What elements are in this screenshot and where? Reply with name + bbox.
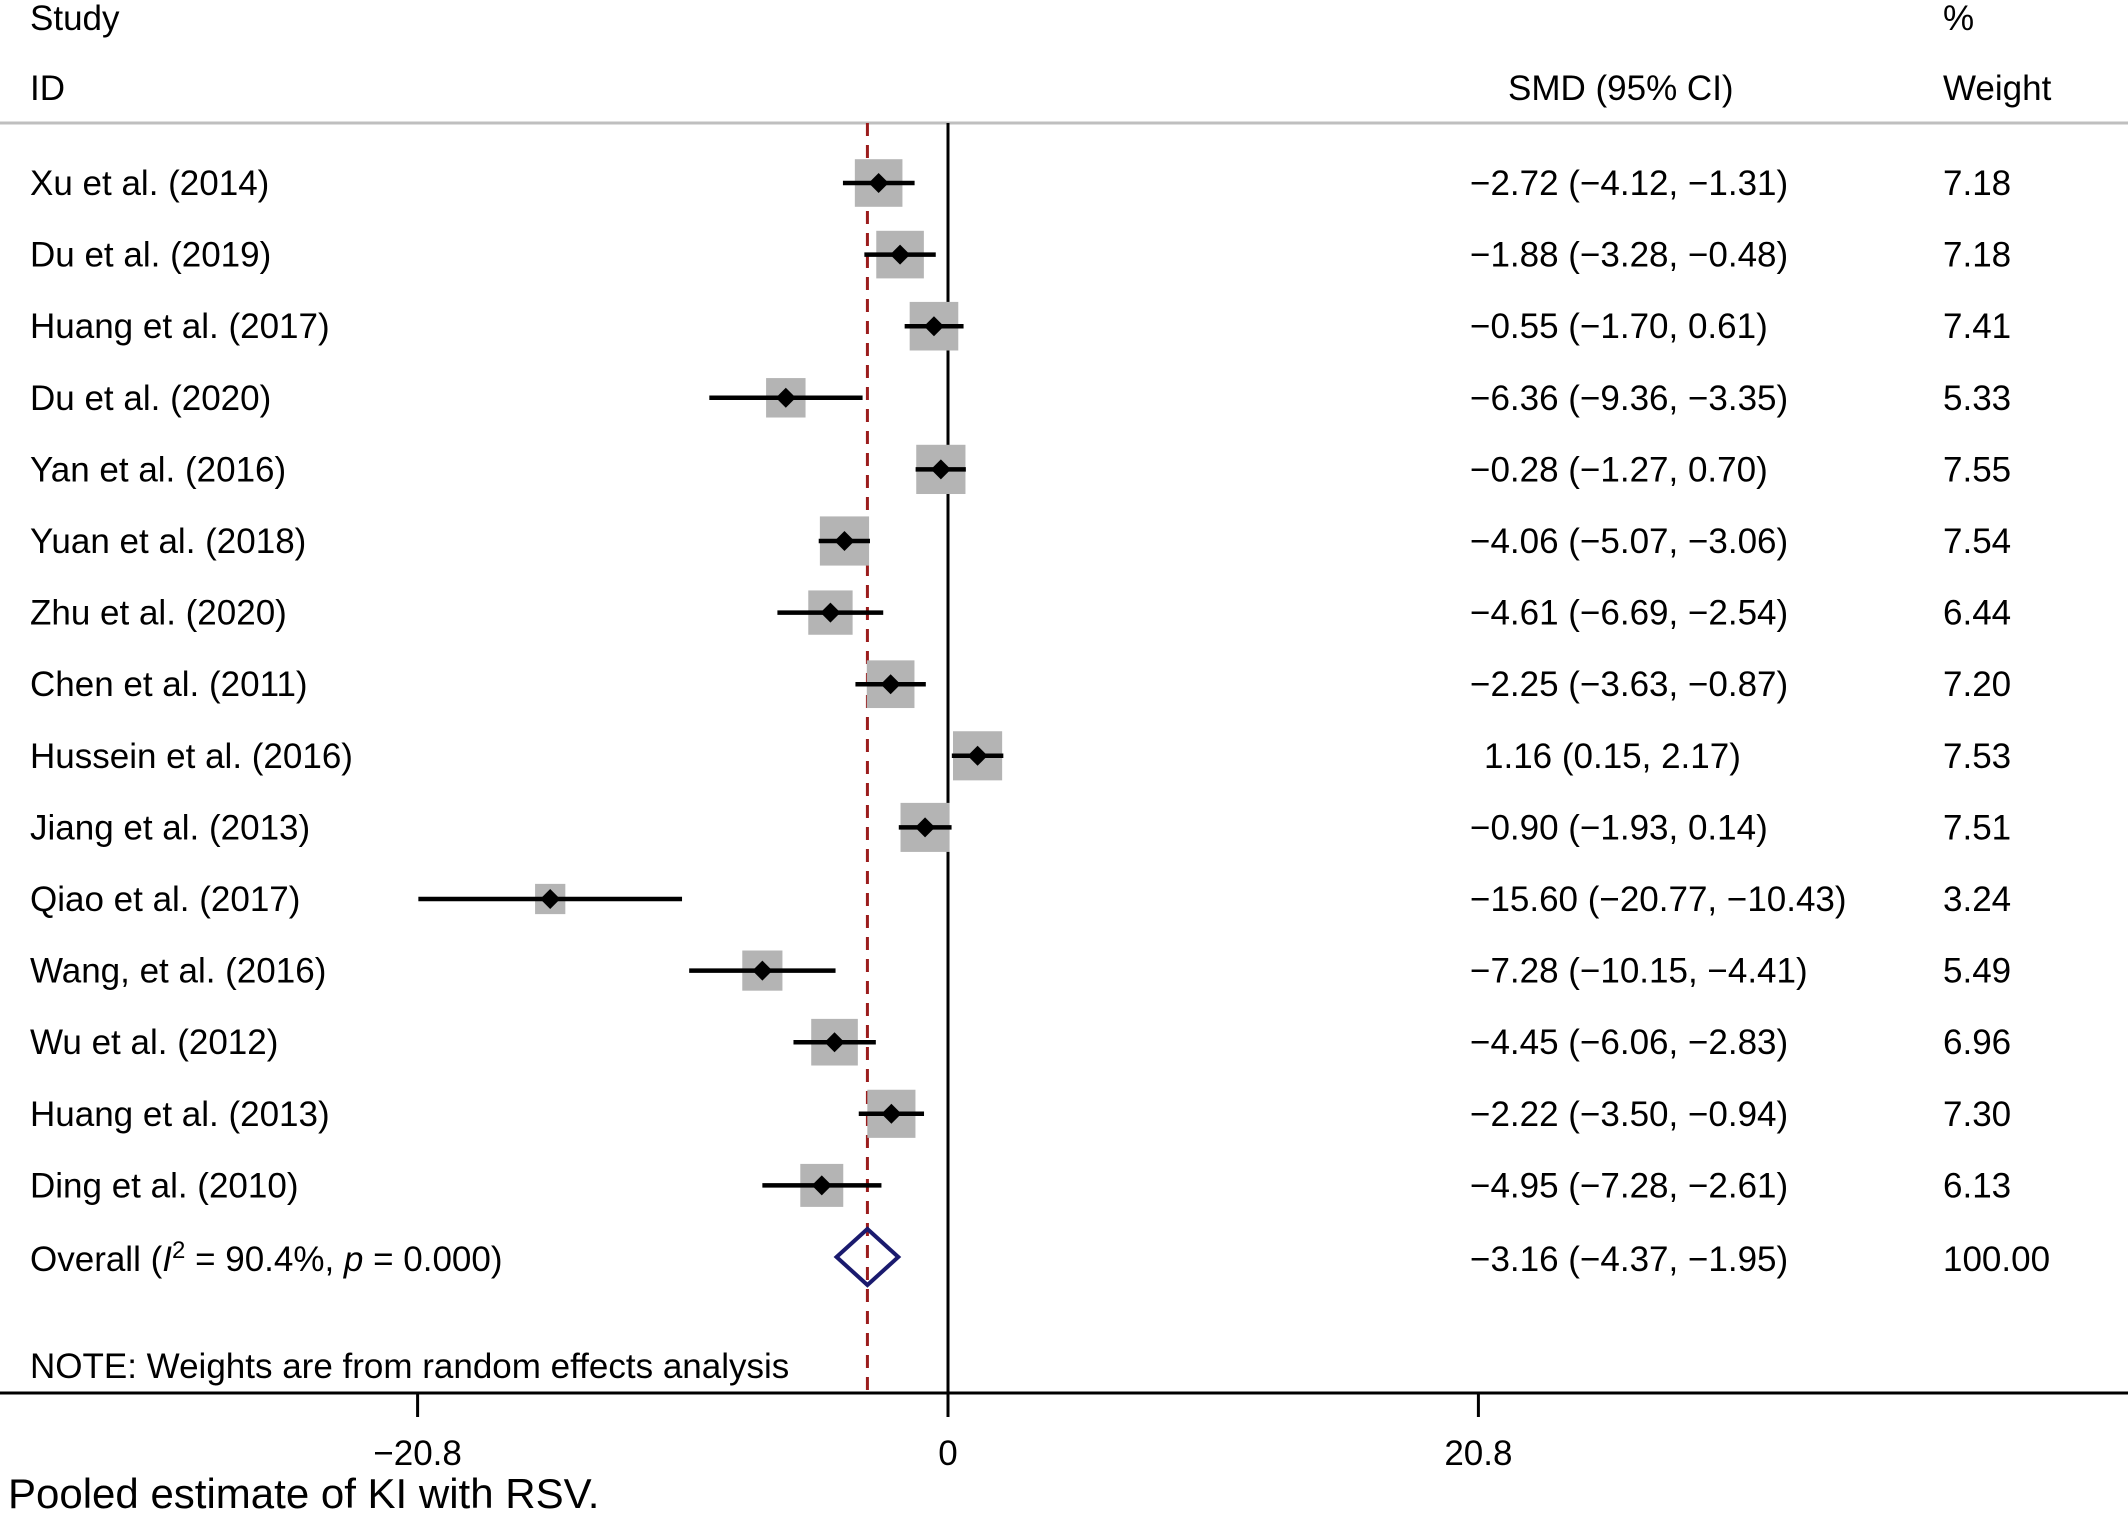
point-estimate xyxy=(824,1032,845,1053)
ci-text: −7.28 (−10.15, −4.41) xyxy=(1470,952,1808,991)
point-estimate xyxy=(868,173,889,193)
study-label: Yan et al. (2016) xyxy=(30,450,286,489)
study-label: Du et al. (2020) xyxy=(30,379,271,418)
study-rows: Xu et al. (2014) −2.72 (−4.12, −1.31) 7.18… xyxy=(30,159,2011,1207)
weight-text: 5.33 xyxy=(1943,379,2011,418)
weight-text: 7.20 xyxy=(1943,665,2011,704)
weight-text: 7.18 xyxy=(1943,236,2011,275)
study-label: Ding et al. (2010) xyxy=(30,1166,298,1205)
header-percent: % xyxy=(1943,0,1974,38)
overall-diamond xyxy=(833,1226,902,1288)
weight-text: 7.51 xyxy=(1943,808,2011,847)
study-row: Xu et al. (2014) −2.72 (−4.12, −1.31) 7.18 xyxy=(30,159,2011,207)
weight-text: 7.30 xyxy=(1943,1095,2011,1134)
weight-text: 7.18 xyxy=(1943,164,2011,203)
study-row: Hussein et al. (2016) 1.16 (0.15, 2.17) 7.… xyxy=(30,731,2011,781)
weight-text: 7.54 xyxy=(1943,522,2011,561)
weight-text: 7.55 xyxy=(1943,450,2011,489)
study-label: Xu et al. (2014) xyxy=(30,164,269,203)
weight-text: 7.53 xyxy=(1943,737,2011,776)
study-row: Zhu et al. (2020) −4.61 (−6.69, −2.54) 6.4… xyxy=(30,590,2011,635)
study-row: Du et al. (2020) −6.36 (−9.36, −3.35) 5.33 xyxy=(30,378,2011,418)
overall-label: Overall (I2 = 90.4%, p = 0.000) xyxy=(30,1237,503,1280)
ci-text: −0.90 (−1.93, 0.14) xyxy=(1470,808,1768,847)
point-estimate xyxy=(811,1175,832,1196)
study-label: Huang et al. (2013) xyxy=(30,1095,330,1134)
study-row: Chen et al. (2011) −2.25 (−3.63, −0.87) 7.… xyxy=(30,660,2011,709)
overall-weight: 100.00 xyxy=(1943,1240,2050,1279)
study-row: Jiang et al. (2013) −0.90 (−1.93, 0.14) 7.… xyxy=(30,802,2011,852)
study-row: Huang et al. (2017) −0.55 (−1.70, 0.61) 7.… xyxy=(30,301,2011,351)
point-estimate xyxy=(967,745,988,766)
ci-text: −15.60 (−20.77, −10.43) xyxy=(1470,880,1847,919)
study-label: Du et al. (2019) xyxy=(30,236,271,275)
point-estimate xyxy=(915,817,936,838)
study-row: Ding et al. (2010) −4.95 (−7.28, −2.61) 6.… xyxy=(30,1163,2011,1207)
weight-text: 5.49 xyxy=(1943,952,2011,991)
point-estimate xyxy=(923,316,944,337)
header-smd-ci: SMD (95% CI) xyxy=(1508,69,1734,108)
study-label: Wang, et al. (2016) xyxy=(30,952,326,991)
ci-text: −1.88 (−3.28, −0.48) xyxy=(1470,236,1788,275)
ci-text: −4.45 (−6.06, −2.83) xyxy=(1470,1023,1788,1062)
header-study: Study xyxy=(30,0,120,38)
x-tick-label: 0 xyxy=(938,1434,957,1473)
x-axis-ticks: −20.8 0 20.8 xyxy=(373,1393,1512,1473)
study-row: Wang, et al. (2016) −7.28 (−10.15, −4.41)… xyxy=(30,950,2011,991)
study-row: Wu et al. (2012) −4.45 (−6.06, −2.83) 6.96 xyxy=(30,1018,2011,1066)
point-estimate xyxy=(880,674,901,695)
overall-row: Overall (I2 = 90.4%, p = 0.000) −3.16 (−… xyxy=(30,1226,2050,1288)
point-estimate xyxy=(775,387,796,408)
point-estimate xyxy=(752,960,773,981)
point-estimate xyxy=(834,531,855,551)
study-label: Zhu et al. (2020) xyxy=(30,594,287,633)
point-estimate xyxy=(540,889,561,909)
study-label: Jiang et al. (2013) xyxy=(30,808,310,847)
ci-text: −4.06 (−5.07, −3.06) xyxy=(1470,522,1788,561)
study-label: Hussein et al. (2016) xyxy=(30,737,353,776)
ci-text: −2.22 (−3.50, −0.94) xyxy=(1470,1095,1788,1134)
weight-text: 7.41 xyxy=(1943,307,2011,346)
study-row: Yan et al. (2016) −0.28 (−1.27, 0.70) 7.55 xyxy=(30,444,2011,495)
study-row: Huang et al. (2013) −2.22 (−3.50, −0.94) 7… xyxy=(30,1089,2011,1138)
ci-text: −6.36 (−9.36, −3.35) xyxy=(1470,379,1788,418)
ci-text: 1.16 (0.15, 2.17) xyxy=(1484,737,1741,776)
study-row: Qiao et al. (2017) −15.60 (−20.77, −10.43… xyxy=(30,880,2011,919)
figure-caption: Pooled estimate of KI with RSV. xyxy=(8,1470,599,1517)
weight-text: 6.13 xyxy=(1943,1166,2011,1205)
study-row: Du et al. (2019) −1.88 (−3.28, −0.48) 7.18 xyxy=(30,230,2011,279)
study-label: Yuan et al. (2018) xyxy=(30,522,306,561)
overall-ci-text: −3.16 (−4.37, −1.95) xyxy=(1470,1240,1788,1279)
weight-text: 6.96 xyxy=(1943,1023,2011,1062)
x-tick-label: 20.8 xyxy=(1444,1434,1512,1473)
study-label: Huang et al. (2017) xyxy=(30,307,330,346)
study-label: Wu et al. (2012) xyxy=(30,1023,278,1062)
ci-text: −2.25 (−3.63, −0.87) xyxy=(1470,665,1788,704)
ci-text: −4.95 (−7.28, −2.61) xyxy=(1470,1166,1788,1205)
point-estimate xyxy=(820,602,841,623)
weight-text: 3.24 xyxy=(1943,880,2011,919)
ci-text: −2.72 (−4.12, −1.31) xyxy=(1470,164,1788,203)
point-estimate xyxy=(890,244,911,265)
point-estimate xyxy=(881,1103,902,1124)
study-row: Yuan et al. (2018) −4.06 (−5.07, −3.06) 7.… xyxy=(30,516,2011,566)
study-label: Chen et al. (2011) xyxy=(30,665,308,704)
ci-text: −0.55 (−1.70, 0.61) xyxy=(1470,307,1768,346)
ci-text: −0.28 (−1.27, 0.70) xyxy=(1470,450,1768,489)
ci-text: −4.61 (−6.69, −2.54) xyxy=(1470,594,1788,633)
header-id: ID xyxy=(30,69,65,108)
point-estimate xyxy=(930,459,951,480)
note-text: NOTE: Weights are from random effects an… xyxy=(30,1347,789,1386)
weight-text: 6.44 xyxy=(1943,594,2011,633)
study-label: Qiao et al. (2017) xyxy=(30,880,300,919)
x-tick-label: −20.8 xyxy=(373,1434,462,1473)
header-weight: Weight xyxy=(1943,69,2052,108)
